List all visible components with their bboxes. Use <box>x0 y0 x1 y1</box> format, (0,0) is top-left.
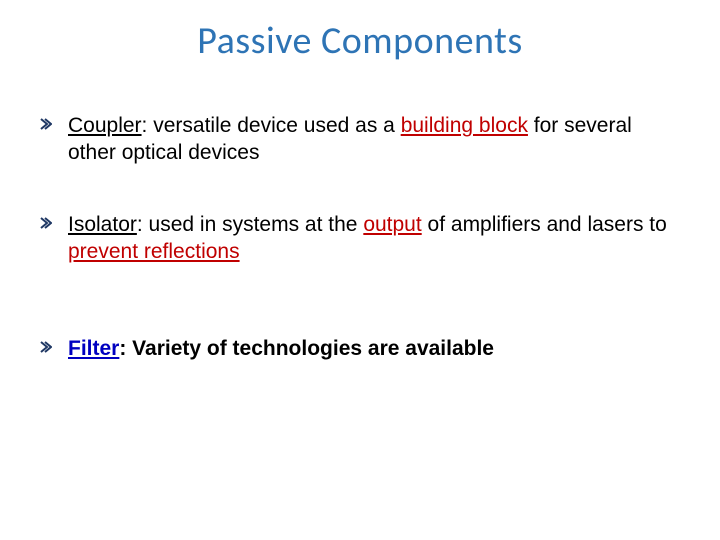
term: Coupler <box>68 114 142 137</box>
list-item-text: Coupler: versatile device used as a buil… <box>68 112 680 167</box>
chevron-icon <box>40 217 54 229</box>
term: Filter <box>68 337 119 360</box>
list-item: Coupler: versatile device used as a buil… <box>40 112 680 167</box>
slide-title: Passive Components <box>0 18 720 64</box>
chevron-icon <box>40 341 54 353</box>
list-item-text: Filter: Variety of technologies are avai… <box>68 335 680 362</box>
chevron-icon <box>40 118 54 130</box>
list-item-text: Isolator: used in systems at the output … <box>68 211 680 266</box>
highlight: building block <box>401 114 528 137</box>
highlight: output <box>363 213 421 236</box>
slide: Passive Components Coupler: versatile de… <box>0 0 720 540</box>
highlight: prevent reflections <box>68 240 240 263</box>
bullet-list: Coupler: versatile device used as a buil… <box>40 112 680 362</box>
term: Isolator <box>68 213 137 236</box>
list-item: Isolator: used in systems at the output … <box>40 211 680 266</box>
list-item: Filter: Variety of technologies are avai… <box>40 335 680 362</box>
